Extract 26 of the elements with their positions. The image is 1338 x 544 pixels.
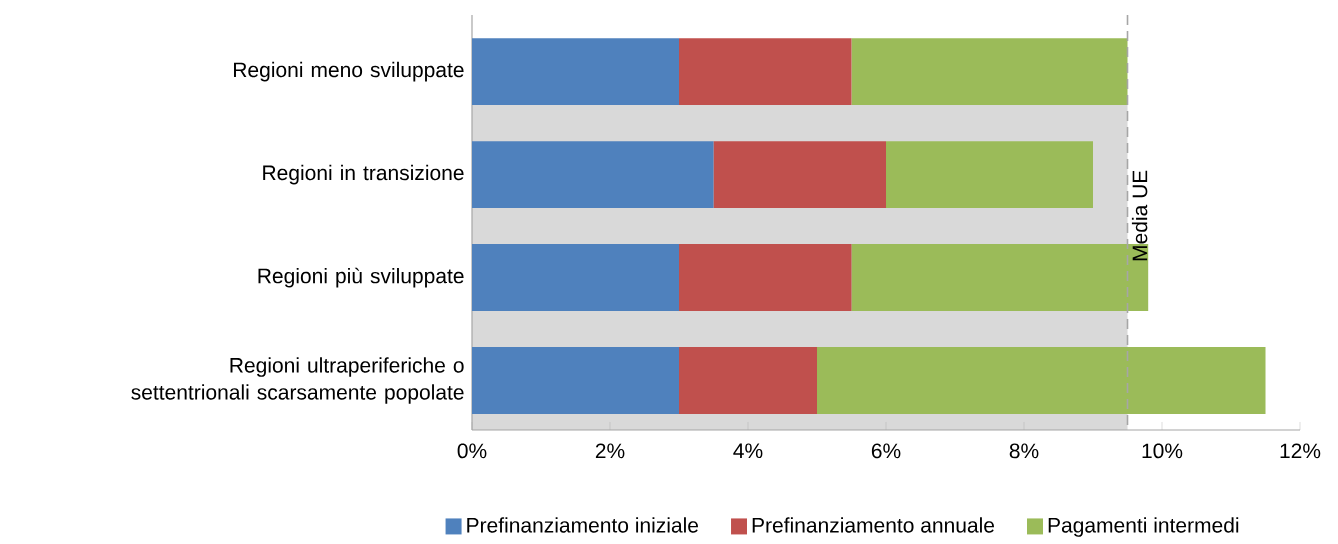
- bar: [817, 347, 1266, 415]
- bar: [851, 38, 1128, 106]
- x-tick-label: 4%: [733, 443, 763, 459]
- x-tick-label: 10%: [1142, 443, 1183, 459]
- bar: [679, 244, 852, 312]
- legend-label: Pagamenti intermedi: [1048, 517, 1239, 538]
- y-tick-label: Regioni più sviluppate: [258, 267, 464, 288]
- ref-line-label: Media UE: [1131, 170, 1148, 261]
- bar: [472, 38, 680, 106]
- x-tick-label: 6%: [871, 443, 901, 459]
- bar: [886, 141, 1093, 209]
- x-tick-label: 2%: [595, 443, 625, 459]
- bar: [679, 38, 852, 106]
- x-tick-label: 8%: [1009, 443, 1039, 459]
- x-tick-label: 0%: [457, 443, 487, 459]
- bar: [679, 347, 818, 415]
- x-tick-label: 12%: [1280, 443, 1321, 459]
- bar: [713, 141, 887, 209]
- y-tick-label: Regioni ultraperiferiche o settentrionali scarsamente popolate: [131, 357, 464, 405]
- legend-label: Prefinanziamento iniziale: [467, 517, 699, 533]
- bar: [472, 347, 680, 415]
- legend-label: Prefinanziamento annuale: [752, 517, 995, 533]
- bar: [472, 141, 714, 209]
- y-tick-label: Regioni in transizione: [263, 165, 464, 185]
- y-tick-label: Regioni meno sviluppate: [234, 62, 464, 82]
- bar: [472, 244, 680, 312]
